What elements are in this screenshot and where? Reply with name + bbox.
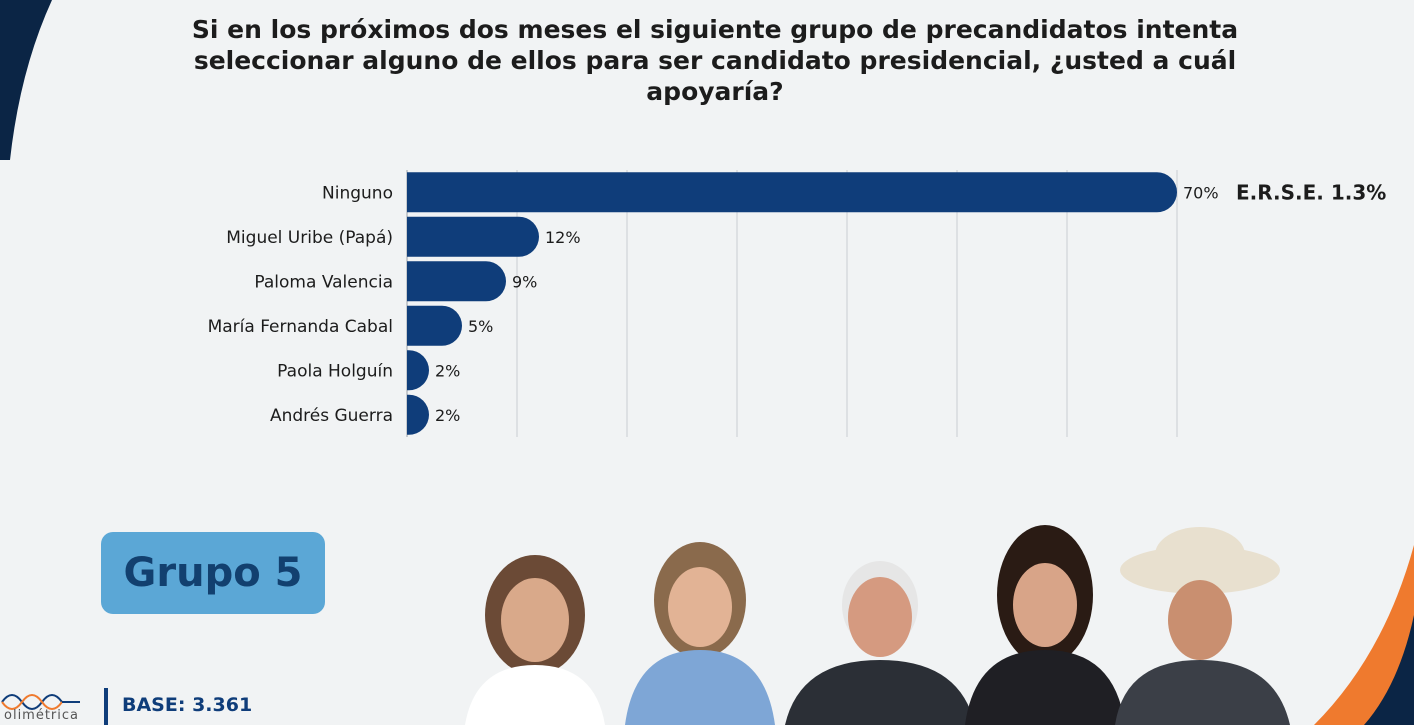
brand-logo <box>1 694 80 710</box>
bar <box>407 305 462 346</box>
bar <box>407 172 1177 213</box>
data-label: 9% <box>512 272 537 291</box>
corner-decoration-right <box>1314 545 1414 725</box>
category-label: Andrés Guerra <box>270 406 393 426</box>
bar <box>407 261 507 302</box>
base-accent-bar <box>104 688 108 725</box>
data-label: 2% <box>435 361 460 380</box>
data-label: 70% <box>1183 183 1219 202</box>
error-margin-label: E.R.S.E. 1.3% <box>1236 180 1386 204</box>
bar <box>407 216 539 257</box>
logo-text: olimétrica <box>4 708 80 723</box>
data-label: 2% <box>435 406 460 425</box>
corner-decoration-left <box>0 0 52 160</box>
category-label: Ninguno <box>322 183 393 203</box>
bar <box>407 350 429 391</box>
bar <box>407 394 429 435</box>
data-label: 5% <box>468 317 493 336</box>
candidates-photo <box>465 525 1290 725</box>
base-label: BASE: 3.361 <box>122 694 253 716</box>
category-label: María Fernanda Cabal <box>208 317 393 337</box>
data-label: 12% <box>545 228 581 247</box>
category-label: Miguel Uribe (Papá) <box>226 228 393 248</box>
bar-chart: Ninguno 70% Miguel Uribe (Papá) 12% Paloma V… <box>208 170 1386 437</box>
category-label: Paola Holguín <box>277 361 393 381</box>
chart-title: Si en los próximos dos meses el siguient… <box>191 15 1239 106</box>
group-badge: Grupo 5 <box>101 532 325 614</box>
category-label: Paloma Valencia <box>254 272 393 292</box>
